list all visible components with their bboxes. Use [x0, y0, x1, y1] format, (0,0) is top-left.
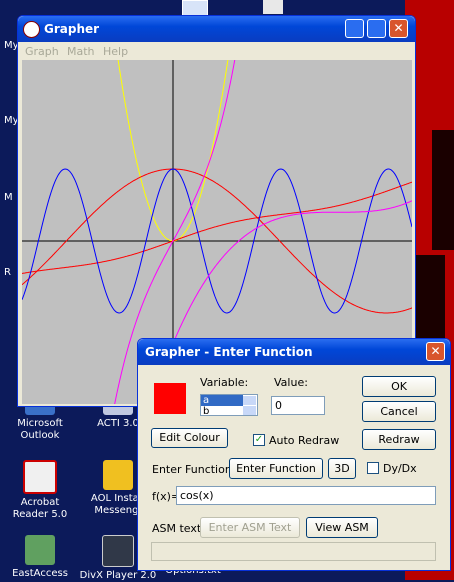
icon-label: Messeng. [94, 505, 142, 516]
icon-label: Reader 5.0 [12, 509, 68, 520]
close-button[interactable]: ✕ [426, 342, 445, 361]
maximize-button[interactable] [367, 19, 386, 38]
icon [182, 0, 208, 16]
icon-label: ACTI 3.0 [97, 418, 139, 429]
colour-swatch [154, 383, 186, 414]
desktop-icon[interactable]: Acrobat Reader 5.0 [0, 460, 80, 521]
fx-label: f(x)= [152, 490, 181, 503]
icon [263, 0, 283, 14]
desktop-icon[interactable]: AOL Instan Messeng. [78, 460, 158, 517]
icon-label: Outlook [20, 430, 60, 441]
close-button[interactable]: ✕ [389, 19, 408, 38]
window-title: Grapher [44, 22, 100, 36]
function-curve [22, 168, 412, 314]
icon-image [102, 535, 134, 567]
menu-item[interactable]: Help [103, 45, 129, 58]
value-label: Value: [274, 376, 308, 389]
function-curve [22, 181, 412, 274]
list-item-selected[interactable]: a [201, 395, 243, 406]
icon-label: R [4, 267, 11, 278]
function-curve [114, 60, 236, 404]
menu-bar: Graph Math Help [21, 42, 414, 60]
wallpaper-pattern [415, 255, 445, 345]
icon-image [25, 535, 55, 565]
enter-function-dialog: Grapher - Enter Function ✕ Variable: a b… [137, 338, 451, 571]
auto-redraw-checkbox[interactable]: ✓ [253, 434, 265, 446]
icon-label: Acrobat [20, 497, 60, 508]
redraw-button[interactable]: Redraw [362, 429, 436, 450]
ok-button[interactable]: OK [362, 376, 436, 397]
function-input[interactable]: cos(x) [176, 486, 436, 505]
3d-button[interactable]: 3D [328, 458, 356, 479]
asm-text-field[interactable] [151, 542, 436, 561]
edit-colour-button[interactable]: Edit Colour [151, 428, 228, 448]
desktop-icon[interactable]: EastAccess [0, 535, 80, 580]
enter-function-button[interactable]: Enter Function [229, 458, 323, 479]
icon-label: Microsoft [17, 418, 63, 429]
menu-item[interactable]: Graph [25, 45, 59, 58]
dydx-checkbox[interactable] [367, 462, 379, 474]
desktop-icon[interactable]: DivX Player 2.0 [78, 535, 158, 582]
icon-label: M [4, 192, 13, 203]
function-curve [150, 200, 412, 404]
icon-label: My [4, 40, 19, 51]
variable-label: Variable: [200, 376, 249, 389]
asm-label: ASM text: [152, 522, 205, 535]
icon-label: EastAccess [12, 568, 68, 579]
enter-asm-button[interactable]: Enter ASM Text [200, 517, 300, 538]
enter-function-label: Enter Function: [152, 463, 236, 476]
value-input[interactable]: 0 [271, 396, 325, 415]
icon-label: AOL Instan [90, 493, 146, 504]
list-item[interactable]: b [203, 406, 210, 416]
cancel-button[interactable]: Cancel [362, 401, 436, 422]
view-asm-button[interactable]: View ASM [306, 517, 378, 538]
icon-label: My [4, 115, 19, 126]
icon-label: DivX Player 2.0 [79, 570, 157, 581]
menu-item[interactable]: Math [67, 45, 95, 58]
title-bar: Grapher ✕ [18, 16, 415, 42]
dialog-title: Grapher - Enter Function [145, 345, 313, 359]
minimize-button[interactable] [345, 19, 364, 38]
spin-down[interactable] [243, 406, 256, 415]
auto-redraw-label: Auto Redraw [269, 434, 340, 447]
title-bar: Grapher - Enter Function ✕ [138, 339, 450, 365]
app-icon [23, 21, 40, 38]
dydx-label: Dy/Dx [383, 462, 417, 475]
variable-list[interactable]: a b [200, 394, 258, 416]
icon-image [103, 460, 133, 490]
icon-image [23, 460, 57, 494]
spin-up[interactable] [243, 396, 256, 405]
wallpaper-pattern [432, 130, 454, 250]
